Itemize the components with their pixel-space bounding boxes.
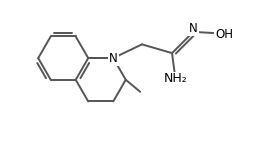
Text: NH₂: NH₂	[164, 72, 188, 85]
Text: OH: OH	[215, 28, 233, 41]
Text: N: N	[109, 52, 118, 65]
Text: N: N	[189, 22, 198, 35]
